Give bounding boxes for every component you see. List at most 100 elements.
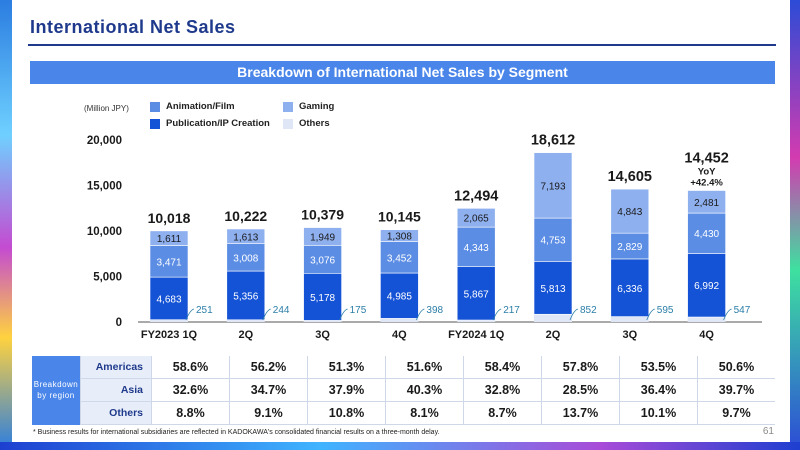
bar-total-label: 14,452 xyxy=(684,150,728,166)
region-share-cell: 10.8% xyxy=(307,401,386,425)
stacked-bar-chart: 0 5,000 10,000 15,000 20,000 4,683 3,471 1,611 1… xyxy=(87,133,762,341)
bar-total-label: 12,494 xyxy=(454,188,498,204)
region-share-cell: 9.1% xyxy=(229,401,308,425)
bar-value-label: 4,753 xyxy=(540,236,565,247)
bar-segment-animation-film xyxy=(687,212,726,254)
others-callout-line xyxy=(339,308,348,321)
bar-segment-animation-film xyxy=(149,245,189,278)
bar-value-label: 5,356 xyxy=(233,291,258,302)
others-value-label: 175 xyxy=(350,305,367,316)
bar-segment-publication-ip-creation xyxy=(533,261,573,315)
bar-segment-gaming xyxy=(610,188,650,234)
others-callout-line xyxy=(416,308,425,321)
bar-value-label: 7,193 xyxy=(540,181,565,192)
region-breakdown-table: Breakdown by region Americas 58.6% 56.2% 51.… xyxy=(32,356,775,425)
bar-value-label: 3,076 xyxy=(310,255,335,266)
bar-segment-animation-film xyxy=(610,232,650,260)
region-share-cell: 13.7% xyxy=(541,401,620,425)
bar-segment-publication-ip-creation xyxy=(380,272,419,319)
others-callout-line xyxy=(185,308,195,321)
region-share-cell: 50.6% xyxy=(697,356,775,379)
page-number: 61 xyxy=(762,426,774,437)
x-category-label: 3Q xyxy=(315,329,330,341)
decorative-bottom-border xyxy=(0,442,800,450)
x-category-label: FY2024 1Q xyxy=(448,329,505,341)
bar-segment-animation-film xyxy=(533,217,573,262)
bar-value-label: 2,481 xyxy=(694,198,719,209)
legend-item-others: Others xyxy=(283,118,330,129)
table-row: Asia 32.6% 34.7% 37.9% 40.3% 32.8% 28.5% 36.4% 3… xyxy=(32,378,775,402)
bar-segment-gaming xyxy=(456,208,496,228)
bar-segment-animation-film xyxy=(456,226,496,267)
bar-value-label: 4,843 xyxy=(617,207,642,218)
decorative-right-border xyxy=(790,0,800,450)
legend-label: Gaming xyxy=(299,101,335,112)
region-share-cell: 39.7% xyxy=(697,378,775,402)
legend-item-gaming: Gaming xyxy=(283,101,334,112)
region-table-title: Breakdown by region xyxy=(32,356,81,425)
bar-total-label: 10,018 xyxy=(148,210,191,226)
x-category-label: 3Q xyxy=(622,329,637,341)
region-share-cell: 37.9% xyxy=(307,378,386,402)
y-tick-label: 0 xyxy=(116,317,122,329)
decorative-left-border xyxy=(0,0,12,450)
others-value-label: 398 xyxy=(426,305,443,316)
yoy-label: YoY xyxy=(698,166,716,177)
table-row: Breakdown by region Americas 58.6% 56.2% 51.… xyxy=(32,356,775,425)
yoy-value: +42.4% xyxy=(690,177,723,188)
bar-value-label: 3,452 xyxy=(387,253,412,264)
legend-item-publication: Publication/IP Creation xyxy=(150,118,270,129)
legend-swatch xyxy=(150,101,160,112)
legend-label: Others xyxy=(299,118,330,129)
bar-value-label: 5,867 xyxy=(464,289,489,300)
bar-segment-others xyxy=(303,320,342,322)
bar-segment-animation-film xyxy=(226,243,266,272)
bar-value-label: 6,992 xyxy=(694,281,719,292)
bar-segment-others xyxy=(226,319,265,322)
region-share-cell: 34.7% xyxy=(229,378,308,402)
legend-label: Animation/Film xyxy=(166,101,235,112)
bar-segment-others xyxy=(457,320,496,322)
bar-segment-publication-ip-creation xyxy=(456,266,496,321)
bar-value-label: 5,178 xyxy=(310,293,335,304)
bar-segment-publication-ip-creation xyxy=(687,253,726,318)
others-value-label: 251 xyxy=(196,305,213,316)
x-category-label: 2Q xyxy=(546,329,561,341)
region-share-cell: 57.8% xyxy=(541,356,620,379)
page-title: International Net Sales xyxy=(30,17,236,37)
region-share-cell: 8.7% xyxy=(463,401,542,425)
footnote: * Business results for international sub… xyxy=(33,429,440,436)
legend-swatch xyxy=(283,101,293,112)
legend-label: Publication/IP Creation xyxy=(166,118,270,129)
bar-total-label: 18,612 xyxy=(531,133,575,149)
region-share-cell: 32.6% xyxy=(151,378,230,402)
bar-total-label: 10,222 xyxy=(224,208,267,224)
bar-total-label: 10,145 xyxy=(378,209,421,225)
region-share-cell: 58.4% xyxy=(463,356,542,379)
bar-value-label: 4,683 xyxy=(156,294,181,305)
legend-item-animation-film: Animation/Film xyxy=(150,101,235,112)
bar-value-label: 1,308 xyxy=(387,232,412,243)
others-value-label: 852 xyxy=(580,305,597,316)
region-row-label: Americas xyxy=(80,356,152,379)
others-callout-line xyxy=(569,308,579,321)
bar-segment-gaming xyxy=(687,190,726,214)
bar-value-label: 1,949 xyxy=(310,232,335,243)
others-callout-line xyxy=(646,308,655,321)
region-share-cell: 9.7% xyxy=(697,401,775,425)
bar-value-label: 2,065 xyxy=(464,214,489,225)
section-banner: Breakdown of International Net Sales by … xyxy=(30,61,775,84)
bar-value-label: 3,471 xyxy=(156,257,181,268)
region-row-label: Asia xyxy=(80,378,152,402)
region-share-cell: 51.3% xyxy=(307,356,386,379)
bar-value-label: 1,611 xyxy=(157,234,182,245)
region-share-cell: 51.6% xyxy=(385,356,464,379)
bar-segment-gaming xyxy=(226,228,266,244)
region-share-cell: 56.2% xyxy=(229,356,308,379)
bar-segment-others xyxy=(380,318,419,322)
bar-segment-others xyxy=(610,316,649,322)
bar-segment-gaming xyxy=(149,230,189,246)
others-value-label: 244 xyxy=(273,305,290,316)
bar-segment-gaming xyxy=(303,227,342,246)
bar-segment-others xyxy=(534,314,572,322)
